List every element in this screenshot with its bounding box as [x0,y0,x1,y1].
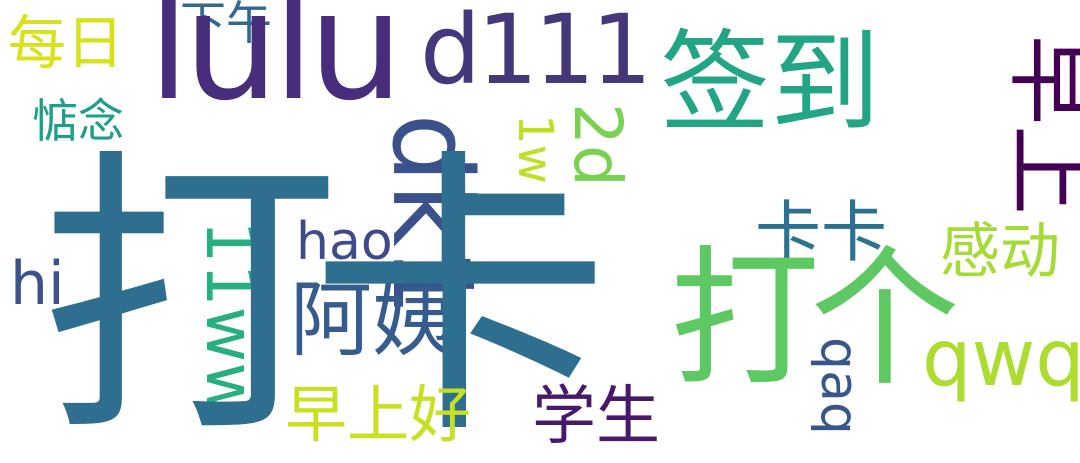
word-qiandao: 签到 [660,19,880,147]
word-kaka: 卡卡 [755,194,887,271]
word-xuesheng: 学生 [532,380,660,454]
word-gandong: 感动 [940,217,1060,287]
word-zaoshanghao: 早上好 [285,378,472,451]
word-hao: hao [296,212,393,272]
word-ayi: 阿姨 [290,273,455,368]
word-zaoshang: 早上 [998,35,1080,215]
word-daka: 打卡 [40,125,610,463]
word-qaq: qaq [808,337,869,435]
word-lulu: lulu [148,0,403,134]
word-dianian: 惦念 [32,94,124,148]
word-d111: d111 [420,0,652,106]
word-qwq: qwq [922,314,1080,404]
word-hi: hi [10,249,65,319]
word-xiawu: 下午 [180,0,272,50]
word-dage: 打个 [670,233,960,407]
word-meiri: 每日 [8,9,125,77]
